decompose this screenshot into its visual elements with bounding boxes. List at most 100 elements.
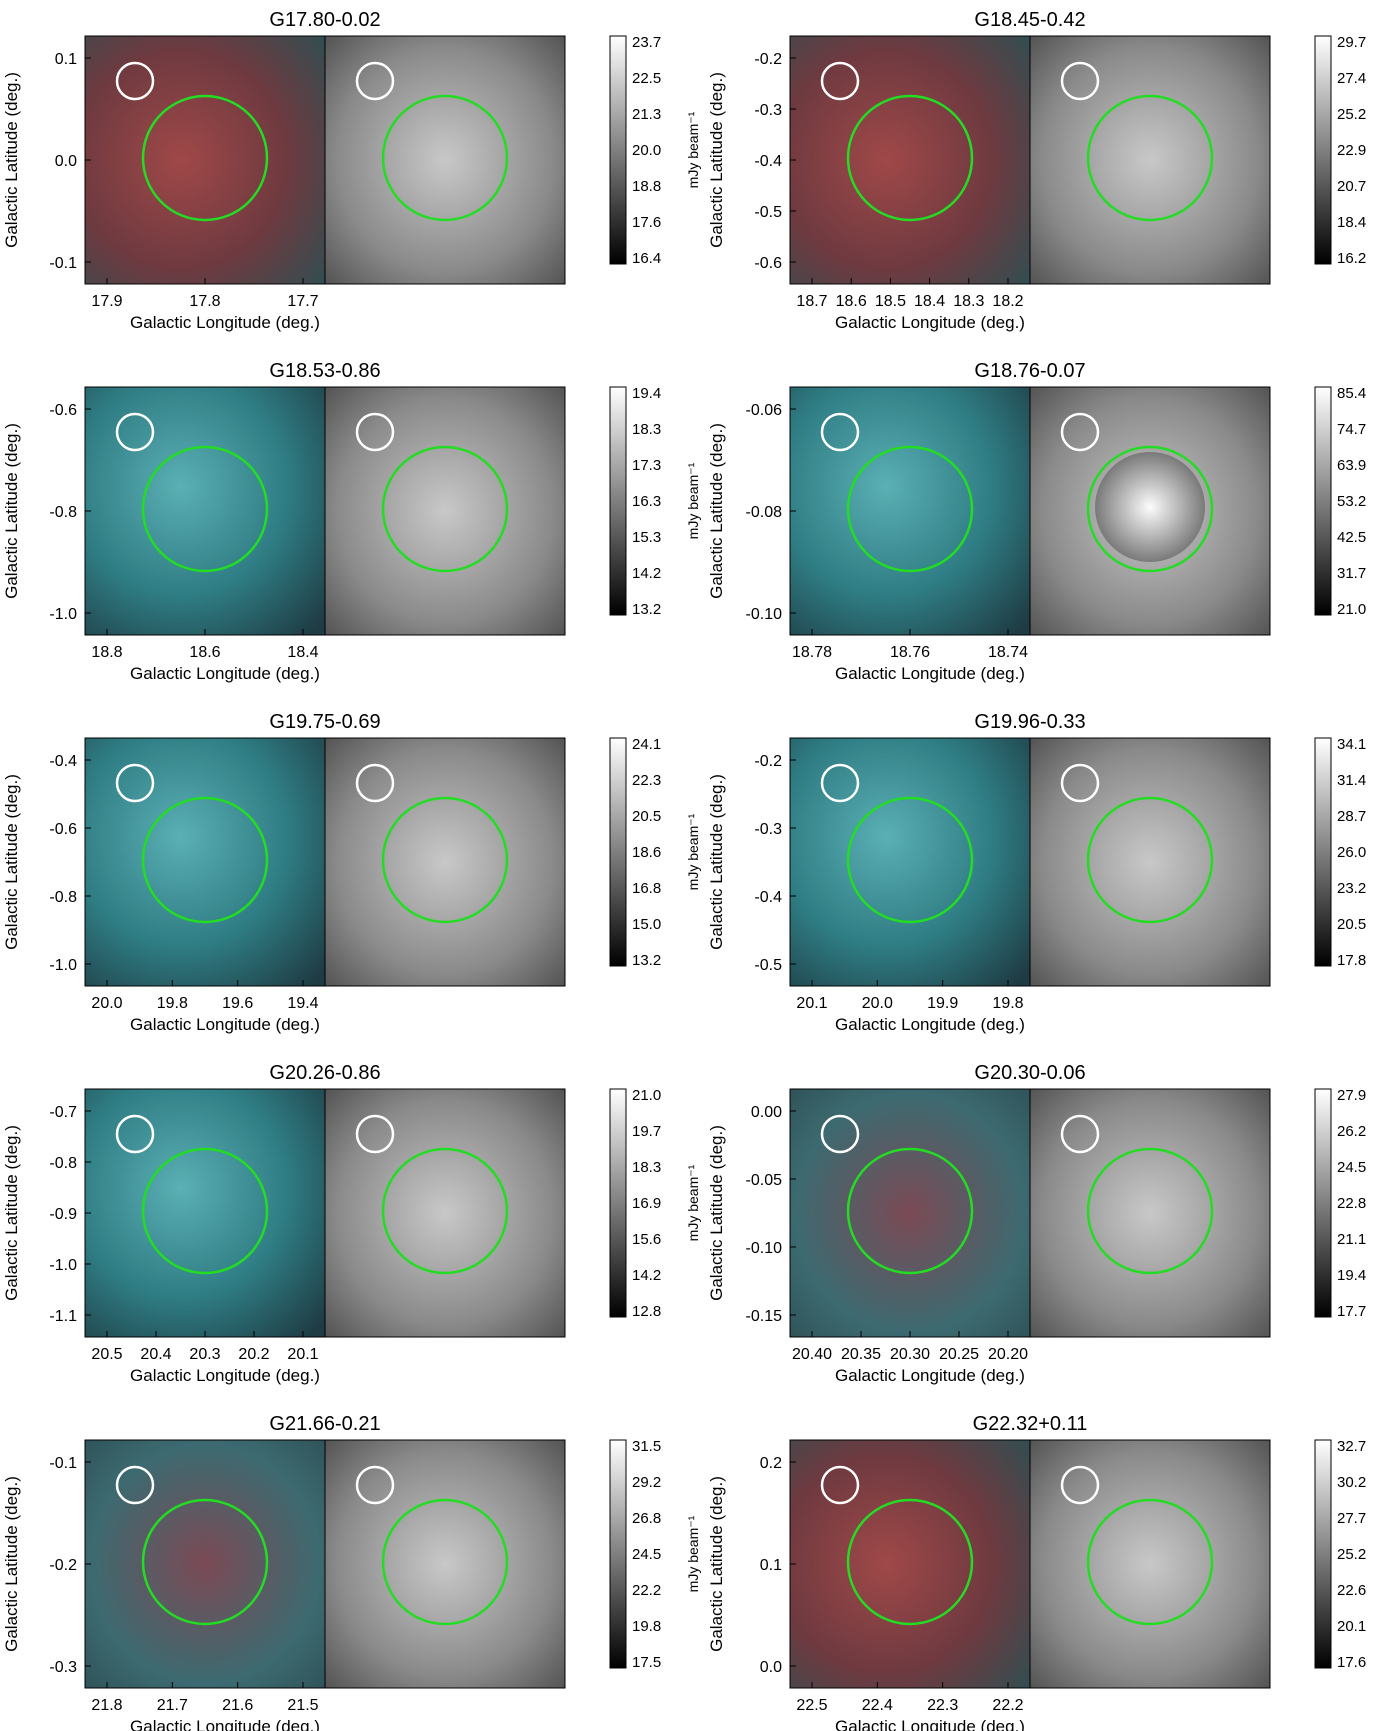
- radio-grayscale-image: [1030, 1440, 1270, 1688]
- colorbar: [1314, 1439, 1332, 1669]
- region-circle-white: [820, 61, 860, 101]
- panel: G18.45-0.42 -0.2 -0.3 -0.4 -0.5 -0.6 Galactic …: [707, 9, 1366, 332]
- x-tick-label: 20.35: [841, 1346, 881, 1363]
- x-tick-label: 18.74: [988, 644, 1028, 661]
- x-tick-label: 19.9: [927, 995, 958, 1012]
- region-circle-white: [820, 763, 860, 803]
- colorbar-tick-label: 13.2: [632, 601, 661, 618]
- y-tick-label: -0.1: [49, 255, 77, 272]
- y-tick-label: -1.0: [49, 1257, 77, 1274]
- colorbar-tick-label: 17.7: [1337, 1303, 1366, 1320]
- x-tick-label: 20.1: [796, 995, 827, 1012]
- radio-grayscale-image: [325, 1440, 565, 1688]
- colorbar-unit-label: mJy beam⁻¹: [685, 111, 701, 188]
- x-tick-label: 18.8: [91, 644, 122, 661]
- colorbar-tick-label: 17.8: [1337, 952, 1366, 969]
- region-circle-green: [141, 1498, 269, 1626]
- radio-grayscale-image: [325, 387, 565, 635]
- y-axis-label: Galactic Latitude (deg.): [707, 1125, 726, 1301]
- radio-source-blob: [1095, 452, 1205, 562]
- y-tick-label: -0.10: [746, 606, 783, 623]
- region-circle-green: [846, 94, 974, 222]
- colorbar-tick-label: 29.2: [632, 1474, 661, 1491]
- y-tick-label: -0.6: [49, 402, 77, 419]
- x-tick-label: 20.25: [939, 1346, 979, 1363]
- region-circle-green: [1086, 796, 1214, 924]
- colorbar-tick-label: 16.4: [632, 250, 661, 267]
- x-tick-label: 20.40: [792, 1346, 832, 1363]
- x-axis-label: Galactic Longitude (deg.): [835, 1015, 1025, 1034]
- panel: G18.76-0.07 -0.06 -0.08 -0.10 Galactic Latit…: [707, 360, 1366, 683]
- radio-grayscale-image: [325, 36, 565, 284]
- region-circle-green: [381, 94, 509, 222]
- colorbar-tick-label: 13.2: [632, 952, 661, 969]
- panel: G20.30-0.06 0.00 -0.05 -0.10 -0.15 Galactic L…: [707, 1062, 1366, 1385]
- colorbar-tick-label: 34.1: [1337, 736, 1366, 753]
- colorbar-tick-label: 42.5: [1337, 529, 1366, 546]
- colorbar: [1314, 737, 1332, 967]
- colorbar-tick-label: 12.8: [632, 1303, 661, 1320]
- x-tick-label: 18.6: [189, 644, 220, 661]
- x-tick-label: 21.7: [157, 1697, 188, 1714]
- x-tick-label: 18.7: [796, 293, 827, 310]
- radio-grayscale-image: [1030, 36, 1270, 284]
- x-tick-label: 20.1: [287, 1346, 318, 1363]
- region-circle-green: [141, 796, 269, 924]
- colorbar-tick-label: 27.4: [1337, 70, 1366, 87]
- panel-title: G18.45-0.42: [974, 9, 1085, 31]
- color-composite-image: [85, 1440, 325, 1688]
- radio-grayscale-image: [1030, 738, 1270, 986]
- region-circle-green: [141, 94, 269, 222]
- region-circle-white: [355, 763, 395, 803]
- region-circle-white: [1060, 412, 1100, 452]
- x-axis-label: Galactic Longitude (deg.): [835, 313, 1025, 332]
- colorbar-tick-label: 22.3: [632, 772, 661, 789]
- x-tick-label: 20.0: [862, 995, 893, 1012]
- colorbar-tick-label: 20.1: [1337, 1618, 1366, 1635]
- region-circle-green: [1086, 445, 1214, 573]
- y-axis-label: Galactic Latitude (deg.): [2, 774, 21, 950]
- radio-grayscale-image: [325, 738, 565, 986]
- color-composite-image: [85, 738, 325, 986]
- panel-title: G19.96-0.33: [974, 711, 1085, 733]
- colorbar-tick-label: 74.7: [1337, 421, 1366, 438]
- colorbar-tick-label: 19.4: [1337, 1267, 1366, 1284]
- colorbar-tick-label: 26.8: [632, 1510, 661, 1527]
- y-tick-label: 0.00: [751, 1104, 782, 1121]
- x-tick-label: 20.30: [890, 1346, 930, 1363]
- colorbar-tick-label: 22.8: [1337, 1195, 1366, 1212]
- colorbar-tick-label: 19.8: [632, 1618, 661, 1635]
- y-tick-label: -0.05: [746, 1172, 783, 1189]
- panel: G18.53-0.86 -0.6 -0.8 -1.0 Galactic Latitude…: [2, 360, 701, 683]
- colorbar-tick-label: 14.2: [632, 565, 661, 582]
- x-tick-label: 17.7: [287, 293, 318, 310]
- color-composite-image: [790, 36, 1030, 284]
- colorbar-tick-label: 16.9: [632, 1195, 661, 1212]
- colorbar-tick-label: 22.6: [1337, 1582, 1366, 1599]
- colorbar-tick-label: 15.3: [632, 529, 661, 546]
- x-axis-label: Galactic Longitude (deg.): [130, 313, 320, 332]
- y-axis-label: Galactic Latitude (deg.): [707, 774, 726, 950]
- region-circle-green: [846, 796, 974, 924]
- x-tick-label: 18.4: [914, 293, 945, 310]
- y-tick-label: 0.1: [760, 1557, 782, 1574]
- x-tick-label: 17.8: [189, 293, 220, 310]
- color-composite-image: [85, 1089, 325, 1337]
- x-tick-label: 20.3: [189, 1346, 220, 1363]
- y-tick-label: -0.4: [49, 753, 77, 770]
- colorbar-tick-label: 25.2: [1337, 1546, 1366, 1563]
- y-tick-label: -0.2: [754, 753, 782, 770]
- colorbar-tick-label: 17.6: [1337, 1654, 1366, 1671]
- x-tick-label: 21.6: [222, 1697, 253, 1714]
- region-circle-white: [1060, 1114, 1100, 1154]
- colorbar-tick-label: 27.9: [1337, 1087, 1366, 1104]
- panel: G17.80-0.02 0.1 0.0 -0.1 Galactic Latitude (…: [2, 9, 701, 332]
- region-circle-white: [115, 763, 155, 803]
- colorbar-tick-label: 18.4: [1337, 214, 1366, 231]
- colorbar-tick-label: 23.2: [1337, 880, 1366, 897]
- radio-grayscale-image: [325, 1089, 565, 1337]
- colorbar-tick-label: 19.7: [632, 1123, 661, 1140]
- x-axis-label: Galactic Longitude (deg.): [130, 664, 320, 683]
- x-tick-label: 18.76: [890, 644, 930, 661]
- panel-title: G22.32+0.11: [973, 1413, 1088, 1435]
